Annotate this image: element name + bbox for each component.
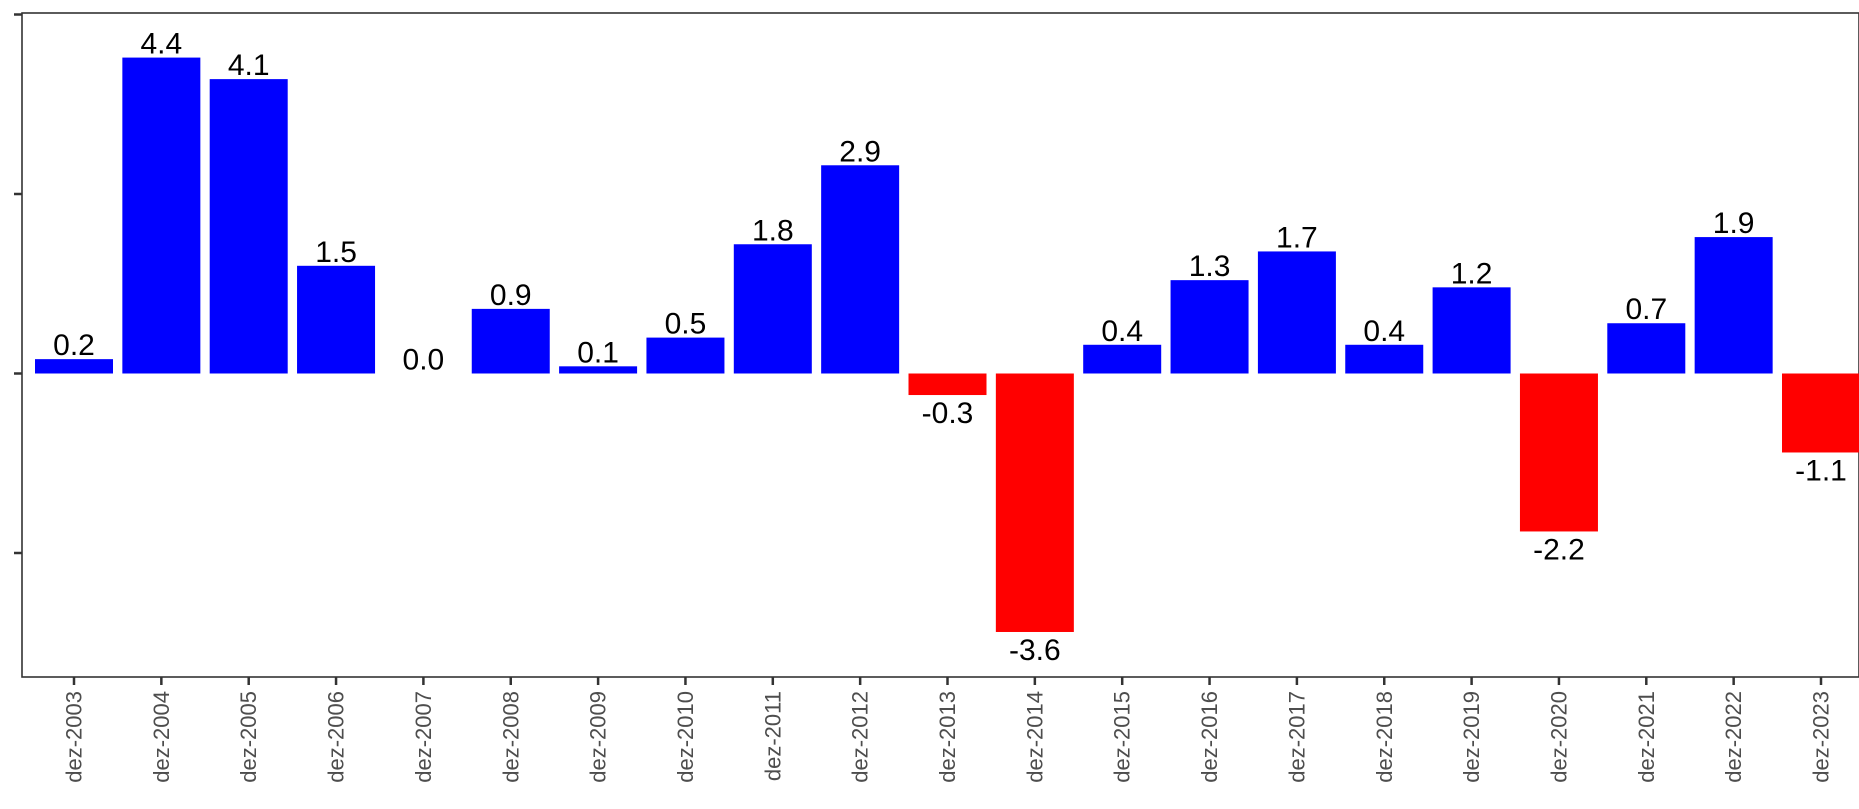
x-tick-label: dez-2006 [324,691,349,783]
value-label: 1.9 [1713,207,1755,240]
bar [122,57,201,374]
x-tick-label: dez-2009 [586,691,611,783]
bar [209,79,288,374]
x-tick-label: dez-2004 [149,691,174,783]
value-label: 0.1 [577,336,619,369]
bars-group [35,57,1859,632]
value-labels-group: 0.2 4.4 4.1 1.5 0.0 0.9 0.1 0.5 1.8 2.9 -0.3 -3.6 0.… [53,28,1847,667]
value-label: 2.9 [839,135,881,168]
bar [35,359,113,374]
value-label: 0.4 [1101,315,1143,348]
value-label: 4.4 [140,28,182,61]
x-tick-label: dez-2012 [848,691,873,783]
value-label: 0.4 [1363,315,1405,348]
x-tick-label: dez-2008 [498,691,523,783]
value-label: 0.9 [490,279,532,312]
bar [297,265,376,374]
x-tick-label: dez-2016 [1197,691,1222,783]
x-tick-label: dez-2010 [673,691,698,783]
bar [821,165,900,374]
value-label: -3.6 [1009,634,1061,667]
value-label: -2.2 [1533,533,1585,566]
bar [646,337,725,374]
x-tick-label: dez-2007 [411,691,436,783]
value-label: 4.1 [228,49,270,82]
bar [471,308,550,374]
bar [1607,323,1686,374]
value-label: 0.0 [403,344,445,377]
bar [1782,373,1859,453]
x-tick-label: dez-2017 [1284,691,1309,783]
value-label: 1.5 [315,236,357,269]
x-tick-label: dez-2021 [1634,691,1659,783]
x-tick-label: dez-2005 [236,691,261,783]
bar [1694,237,1773,374]
value-label: -0.3 [922,397,974,430]
bar [908,373,987,396]
value-label: 0.7 [1625,293,1667,326]
x-tick-label: dez-2015 [1110,691,1135,783]
bar [1257,251,1336,374]
x-tick-label: dez-2014 [1022,691,1047,783]
y-axis-ticks [14,13,22,555]
value-label: 1.7 [1276,221,1318,254]
value-label: 0.2 [53,329,95,362]
x-tick-label: dez-2003 [62,691,87,783]
x-tick-label: dez-2022 [1721,691,1746,783]
value-label: 0.5 [665,308,707,341]
value-label: 1.8 [752,214,794,247]
value-label: 1.2 [1451,257,1493,290]
bar [1519,373,1598,532]
plot-panel [21,12,1859,678]
x-tick-label: dez-2020 [1546,691,1571,783]
value-label: 1.3 [1189,250,1231,283]
x-tick-label: dez-2018 [1372,691,1397,783]
bar [1170,280,1249,374]
bar [733,244,812,374]
bar [1083,344,1162,374]
x-tick-label: dez-2013 [935,691,960,783]
bar [1432,287,1511,374]
x-tick-label: dez-2023 [1809,691,1834,783]
x-axis-ticks: dez-2003 dez-2004 dez-2005 dez-2006 dez-2007… [62,677,1834,783]
value-label: -1.1 [1795,454,1847,487]
x-tick-label: dez-2019 [1459,691,1484,783]
x-tick-label: dez-2011 [760,691,785,781]
bar [559,366,638,374]
bar [1345,344,1424,374]
bar [995,373,1074,632]
